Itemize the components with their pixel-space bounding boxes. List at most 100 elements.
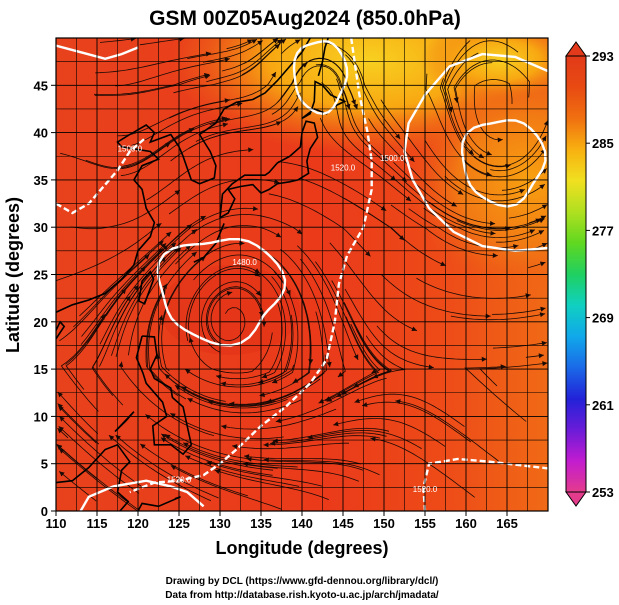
streamline-arrow <box>296 229 303 235</box>
streamline <box>65 266 147 365</box>
streamline-arrow <box>351 99 356 106</box>
streamline-arrow <box>56 444 63 450</box>
streamline <box>341 335 406 395</box>
x-axis-label: Longitude (degrees) <box>215 538 388 558</box>
streamline <box>381 274 491 317</box>
streamline-arrow <box>512 244 519 249</box>
contour-line <box>79 479 205 511</box>
streamline <box>59 416 143 488</box>
streamline <box>243 38 279 64</box>
streamline <box>85 128 195 169</box>
streamline-arrow <box>489 220 496 226</box>
streamline <box>170 412 284 440</box>
streamline-arrow <box>115 434 121 441</box>
streamline <box>362 401 472 443</box>
x-tick-label: 125 <box>168 516 190 531</box>
streamline-arrow <box>353 103 358 110</box>
streamline <box>492 342 547 349</box>
streamline <box>81 243 167 337</box>
streamline-arrow <box>165 434 171 440</box>
colorbar: 293 285 277 269 261 253 <box>565 41 614 507</box>
streamline-arrow <box>292 378 299 383</box>
streamline <box>93 73 210 95</box>
streamline <box>59 254 150 342</box>
streamline <box>344 288 434 368</box>
streamline-arrow <box>255 290 261 297</box>
streamline <box>79 231 172 317</box>
streamline-arrow <box>170 413 176 418</box>
colorbar-tick-label: 261 <box>592 398 614 413</box>
coastline <box>219 120 319 219</box>
streamline-arrow <box>242 461 249 467</box>
streamline-arrow <box>220 381 227 387</box>
streamline-arrow <box>251 39 258 44</box>
streamline <box>444 175 546 202</box>
streamline-arrow <box>200 215 206 221</box>
streamline-arrow <box>222 122 228 128</box>
streamline <box>94 75 211 96</box>
streamline-arrow <box>252 206 259 212</box>
streamline-arrow <box>271 72 276 78</box>
streamline <box>345 54 415 163</box>
streamline-arrow <box>519 188 525 194</box>
streamline <box>259 300 312 397</box>
streamline <box>491 307 546 315</box>
streamline-arrow <box>248 147 254 153</box>
streamline <box>191 213 303 235</box>
streamline <box>282 266 311 384</box>
streamline <box>160 437 273 476</box>
streamline <box>185 265 261 342</box>
x-tick-label: 140 <box>291 516 313 531</box>
colorbar-ramp <box>565 55 587 493</box>
streamline-arrow <box>272 38 279 44</box>
streamline <box>232 442 349 450</box>
streamline <box>95 52 212 74</box>
y-tick-label: 25 <box>34 268 48 283</box>
streamline-arrow <box>294 39 301 45</box>
streamline <box>170 465 282 510</box>
streamline-arrow <box>207 399 214 405</box>
streamline <box>473 120 548 167</box>
streamline <box>205 286 265 343</box>
streamline <box>376 325 487 360</box>
streamline <box>242 463 359 482</box>
y-tick-label: 20 <box>34 315 48 330</box>
streamline-arrow <box>538 230 545 235</box>
streamline-arrow <box>540 215 547 221</box>
streamline <box>131 102 243 146</box>
streamline <box>146 251 198 368</box>
streamline-arrow <box>539 184 545 190</box>
streamline-arrow <box>529 229 535 234</box>
streamline-arrow <box>326 361 332 368</box>
streamline-arrow <box>165 231 172 238</box>
x-tick-label: 145 <box>332 516 354 531</box>
streamline <box>115 58 230 87</box>
streamline-arrow <box>371 368 377 374</box>
colorbar-tick-label: 277 <box>592 223 614 238</box>
streamline-arrow <box>428 364 434 370</box>
contour-line <box>156 238 287 347</box>
streamline <box>307 429 422 449</box>
streamline-arrow <box>140 443 146 449</box>
contour-labels: 1500.0 1520.0 1500.0 1480.0 1520.0 1520.0 <box>118 145 438 495</box>
contour-line <box>292 40 349 116</box>
streamline <box>425 73 492 176</box>
streamline-arrow <box>185 369 191 375</box>
streamline-arrow <box>453 97 459 103</box>
streamline <box>216 303 283 380</box>
streamline-arrow <box>540 306 546 312</box>
cool-region-northeast <box>420 38 548 100</box>
streamline-arrow <box>236 101 243 107</box>
streamline-arrow <box>486 171 492 177</box>
streamline <box>243 455 361 465</box>
streamline <box>120 361 215 436</box>
streamline-arrow <box>58 405 64 412</box>
streamline <box>173 43 281 94</box>
streamline <box>56 222 162 281</box>
streamline-arrow <box>261 373 268 379</box>
streamline-arrow <box>354 398 360 404</box>
streamline-arrow <box>275 232 282 238</box>
contour-label: 1520.0 <box>413 485 438 494</box>
streamline <box>318 323 381 404</box>
